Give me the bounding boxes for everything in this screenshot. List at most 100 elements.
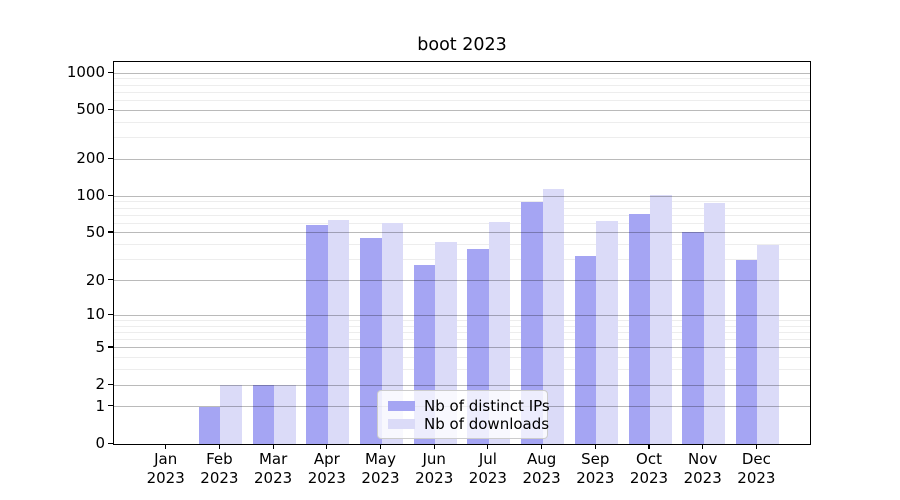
bar-nb-of-downloads-feb-2023 [220, 385, 242, 444]
x-tick-mark-nov-2023 [702, 444, 704, 449]
x-tick-mark-jun-2023 [433, 444, 435, 449]
y-tick-mark-2 [108, 383, 114, 385]
legend: Nb of distinct IPs Nb of downloads [377, 390, 550, 439]
plot-area [113, 61, 811, 445]
y-tick-label-1000: 1000 [66, 63, 105, 82]
y-tick-label-10: 10 [85, 305, 105, 324]
gridline-minor-6 [114, 339, 810, 341]
y-tick-mark-200 [108, 157, 114, 159]
legend-item-distinct-ips: Nb of distinct IPs [388, 397, 550, 415]
x-tick-label-jan-2023: Jan 2023 [146, 450, 185, 487]
x-tick-mark-may-2023 [379, 444, 382, 449]
bar-nb-of-downloads-dec-2023 [757, 244, 779, 444]
y-tick-mark-500 [108, 108, 114, 110]
gridline-minor-8 [114, 325, 810, 327]
y-tick-label-200: 200 [76, 149, 105, 168]
x-tick-mark-jul-2023 [487, 444, 489, 449]
x-tick-label-nov-2023: Nov 2023 [683, 450, 722, 487]
gridline-major-10 [114, 314, 810, 316]
gridline-major-5 [114, 347, 810, 349]
legend-swatch-distinct-ips [388, 401, 415, 411]
legend-swatch-downloads [388, 419, 415, 429]
gridline-minor-300 [114, 137, 810, 139]
gridline-minor-80 [114, 207, 810, 209]
y-tick-mark-10 [108, 313, 114, 315]
x-tick-mark-dec-2023 [755, 444, 757, 449]
gridline-minor-90 [114, 201, 810, 203]
x-tick-label-oct-2023: Oct 2023 [629, 450, 669, 487]
chart-title: boot 2023 [417, 35, 507, 55]
bar-nb-of-distinct-ips-nov-2023 [682, 231, 704, 444]
gridline-minor-4 [114, 357, 810, 359]
gridline-major-50 [114, 232, 810, 234]
y-tick-label-1: 1 [95, 396, 105, 415]
y-tick-label-500: 500 [76, 100, 105, 119]
gridline-minor-7 [114, 331, 810, 333]
x-tick-label-may-2023: May 2023 [361, 450, 400, 487]
bar-nb-of-distinct-ips-may-2023 [360, 238, 382, 444]
x-tick-mark-aug-2023 [541, 444, 543, 449]
gridline-minor-800 [114, 84, 810, 86]
x-tick-label-dec-2023: Dec 2023 [737, 450, 776, 487]
bar-nb-of-distinct-ips-oct-2023 [628, 214, 650, 444]
y-tick-mark-100 [108, 194, 114, 196]
y-tick-mark-20 [108, 279, 114, 281]
bar-nb-of-downloads-aug-2023 [542, 188, 565, 444]
bar-nb-of-downloads-nov-2023 [703, 203, 726, 444]
gridline-minor-700 [114, 91, 810, 93]
x-tick-mark-apr-2023 [326, 444, 328, 449]
legend-label-distinct-ips: Nb of distinct IPs [424, 397, 550, 415]
y-tick-label-0: 0 [95, 434, 105, 452]
bar-nb-of-distinct-ips-sep-2023 [574, 256, 597, 444]
gridline-minor-9 [114, 319, 810, 321]
gridline-major-1000 [114, 72, 810, 74]
legend-label-downloads: Nb of downloads [424, 415, 550, 433]
gridline-minor-30 [114, 259, 810, 261]
x-tick-mark-oct-2023 [648, 444, 650, 449]
gridline-major-200 [114, 158, 810, 160]
y-tick-mark-1000 [108, 71, 114, 73]
bar-nb-of-distinct-ips-apr-2023 [306, 225, 328, 444]
bar-nb-of-distinct-ips-aug-2023 [521, 201, 543, 444]
bar-nb-of-distinct-ips-mar-2023 [252, 385, 275, 444]
gridline-minor-40 [114, 244, 810, 246]
gridline-major-500 [114, 109, 810, 111]
bar-nb-of-distinct-ips-feb-2023 [198, 406, 221, 444]
gridline-minor-400 [114, 121, 810, 123]
bar-nb-of-downloads-jul-2023 [488, 222, 511, 444]
y-tick-mark-5 [108, 346, 114, 348]
y-tick-label-100: 100 [76, 186, 105, 205]
legend-item-downloads: Nb of downloads [388, 415, 549, 433]
x-tick-label-feb-2023: Feb 2023 [200, 450, 239, 487]
gridline-major-20 [114, 280, 810, 282]
gridline-minor-60 [114, 222, 810, 224]
x-tick-mark-mar-2023 [272, 444, 274, 449]
y-tick-label-50: 50 [85, 222, 105, 241]
x-tick-mark-jan-2023 [165, 444, 167, 449]
x-tick-mark-feb-2023 [218, 444, 220, 449]
x-tick-mark-sep-2023 [594, 444, 596, 449]
gridline-major-100 [114, 195, 810, 197]
gridline-minor-3 [114, 369, 810, 371]
y-tick-mark-0 [108, 442, 114, 444]
bar-nb-of-downloads-may-2023 [381, 223, 403, 444]
y-tick-label-20: 20 [85, 270, 105, 289]
y-tick-mark-50 [108, 231, 114, 233]
gridline-minor-70 [114, 214, 810, 216]
bar-nb-of-distinct-ips-dec-2023 [735, 259, 758, 444]
y-tick-mark-1 [108, 405, 114, 407]
bar-nb-of-downloads-oct-2023 [650, 195, 672, 444]
bar-nb-of-downloads-apr-2023 [327, 219, 350, 444]
x-tick-label-sep-2023: Sep 2023 [576, 450, 615, 487]
gridline-minor-900 [114, 78, 810, 80]
gridline-major-2 [114, 384, 810, 386]
x-tick-label-apr-2023: Apr 2023 [307, 450, 346, 487]
major-gridlines-layer [114, 62, 810, 444]
y-tick-label-5: 5 [95, 337, 105, 356]
x-tick-label-jun-2023: Jun 2023 [415, 450, 454, 487]
gridline-minor-600 [114, 100, 810, 102]
bar-nb-of-downloads-mar-2023 [274, 385, 296, 444]
x-tick-label-jul-2023: Jul 2023 [468, 450, 507, 487]
x-tick-label-aug-2023: Aug 2023 [522, 450, 561, 487]
